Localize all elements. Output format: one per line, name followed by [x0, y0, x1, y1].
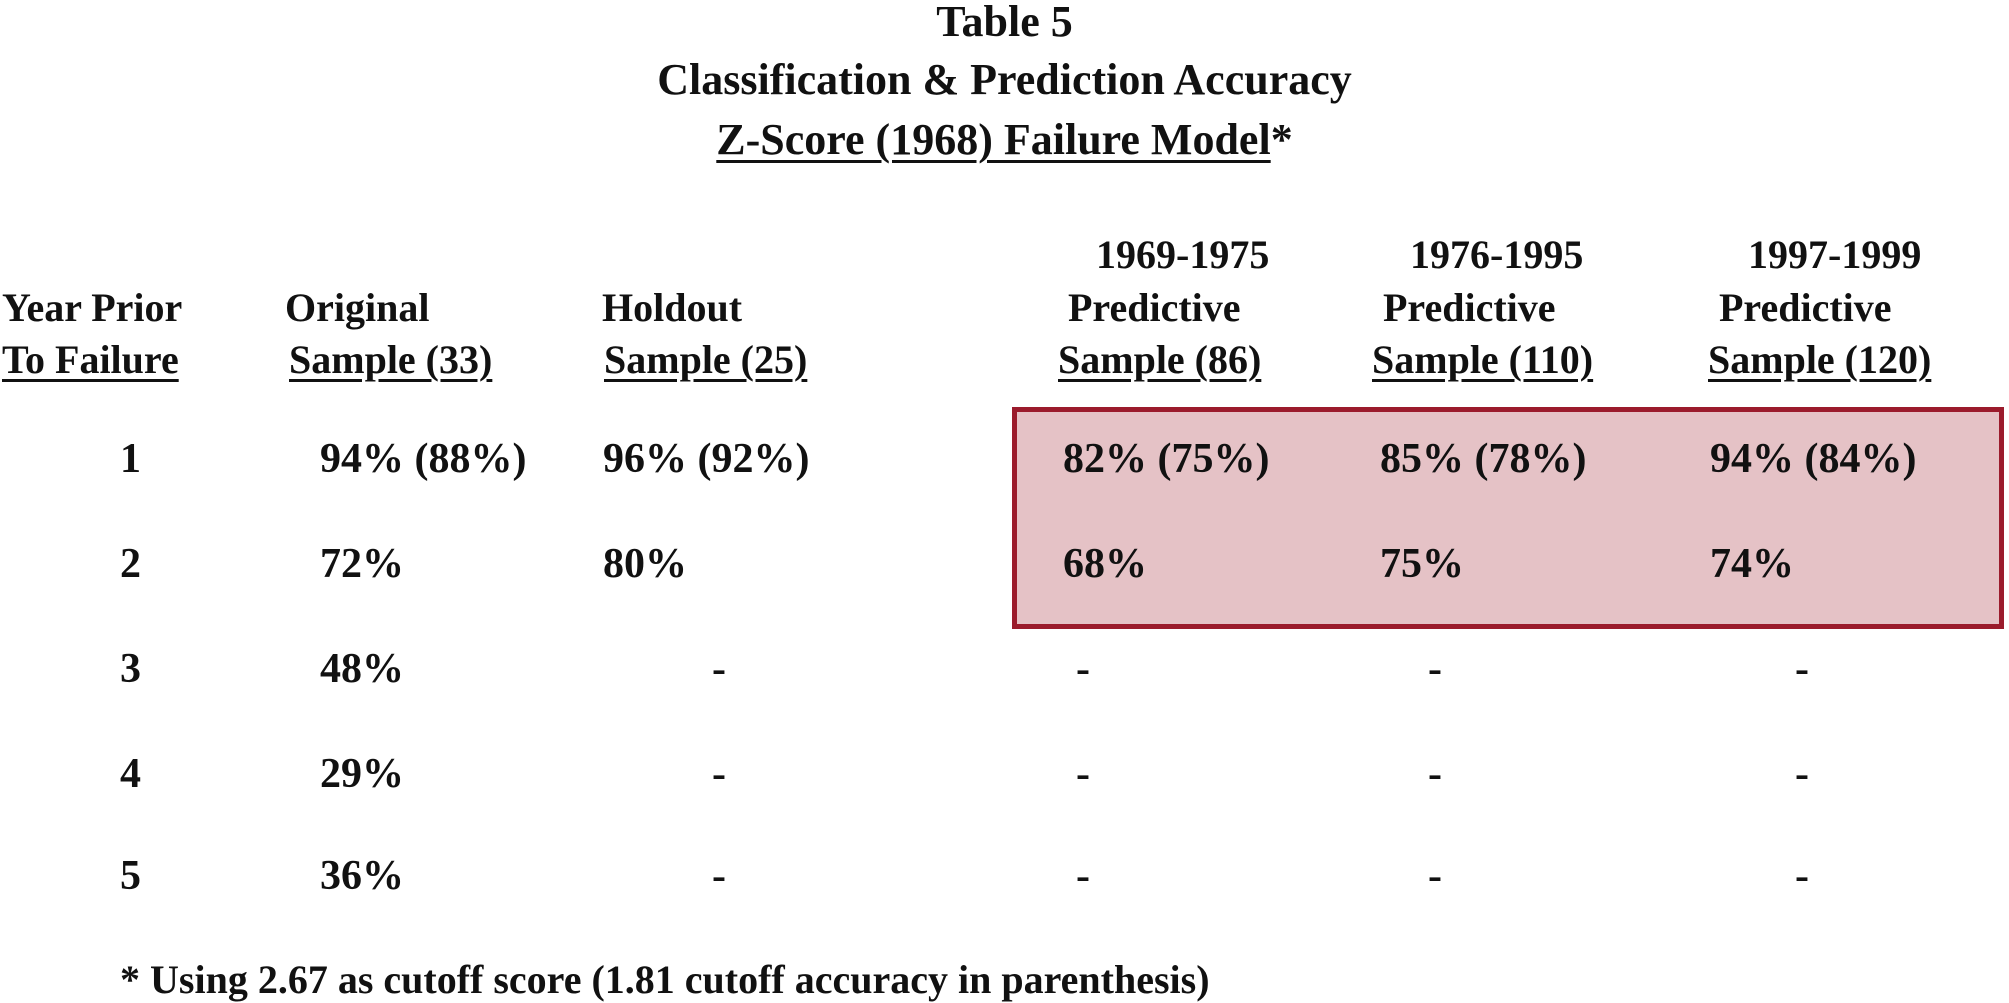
header-1969-line2: Predictive: [1068, 285, 1241, 330]
table-title: Classification & Prediction Accuracy: [657, 55, 1352, 104]
header-1997-line2: Predictive: [1719, 285, 1892, 330]
row4-year: 4: [120, 751, 141, 797]
header-original-line2: Original: [285, 285, 430, 330]
header-1969-line3: Sample (86): [1058, 337, 1262, 382]
table-subtitle: Z-Score (1968) Failure Model*: [0, 118, 2009, 162]
header-1976-line3: Sample (110): [1372, 337, 1594, 382]
header-1997-line3: Sample (120): [1708, 337, 1932, 382]
row1-holdout: 96% (92%): [603, 436, 810, 482]
header-year-line3: To Failure: [2, 337, 179, 382]
row1-pred-1997: 94% (84%): [1710, 436, 1917, 482]
row4-pred-1997: -: [1795, 751, 1809, 797]
header-original-line3: Sample (33): [289, 337, 493, 382]
header-1969-line1: 1969-1975: [1096, 232, 1270, 277]
row3-year: 3: [120, 646, 141, 692]
header-1976-line1: 1976-1995: [1410, 232, 1584, 277]
header-holdout-line3: Sample (25): [604, 337, 808, 382]
row3-holdout: -: [712, 646, 726, 692]
row1-year: 1: [120, 436, 141, 482]
model-name: Z-Score (1968) Failure Model: [716, 115, 1271, 164]
asterisk-mark: *: [1270, 115, 1293, 164]
row2-pred-1997: 74%: [1710, 541, 1794, 587]
row3-original: 48%: [320, 646, 404, 692]
table-number: Table 5: [936, 0, 1073, 46]
header-1976-line2: Predictive: [1383, 285, 1556, 330]
row4-holdout: -: [712, 751, 726, 797]
footnote: * Using 2.67 as cutoff score (1.81 cutof…: [120, 957, 1210, 1002]
row3-pred-1976: -: [1428, 646, 1442, 692]
row4-original: 29%: [320, 751, 404, 797]
row5-pred-1997: -: [1795, 853, 1809, 899]
row1-pred-1976: 85% (78%): [1380, 436, 1587, 482]
predictive-highlight-box: [1012, 407, 2004, 629]
header-year-line2: Year Prior: [2, 285, 183, 330]
row5-original: 36%: [320, 853, 404, 899]
row5-pred-1969: -: [1076, 853, 1090, 899]
row3-pred-1997: -: [1795, 646, 1809, 692]
row5-year: 5: [120, 853, 141, 899]
row4-pred-1976: -: [1428, 751, 1442, 797]
row2-original: 72%: [320, 541, 404, 587]
row2-pred-1969: 68%: [1063, 541, 1147, 587]
header-holdout-line2: Holdout: [602, 285, 743, 330]
header-1997-line1: 1997-1999: [1748, 232, 1922, 277]
row1-original: 94% (88%): [320, 436, 527, 482]
row3-pred-1969: -: [1076, 646, 1090, 692]
row5-pred-1976: -: [1428, 853, 1442, 899]
row2-holdout: 80%: [603, 541, 687, 587]
row5-holdout: -: [712, 853, 726, 899]
row2-year: 2: [120, 541, 141, 587]
row1-pred-1969: 82% (75%): [1063, 436, 1270, 482]
row4-pred-1969: -: [1076, 751, 1090, 797]
row2-pred-1976: 75%: [1380, 541, 1464, 587]
